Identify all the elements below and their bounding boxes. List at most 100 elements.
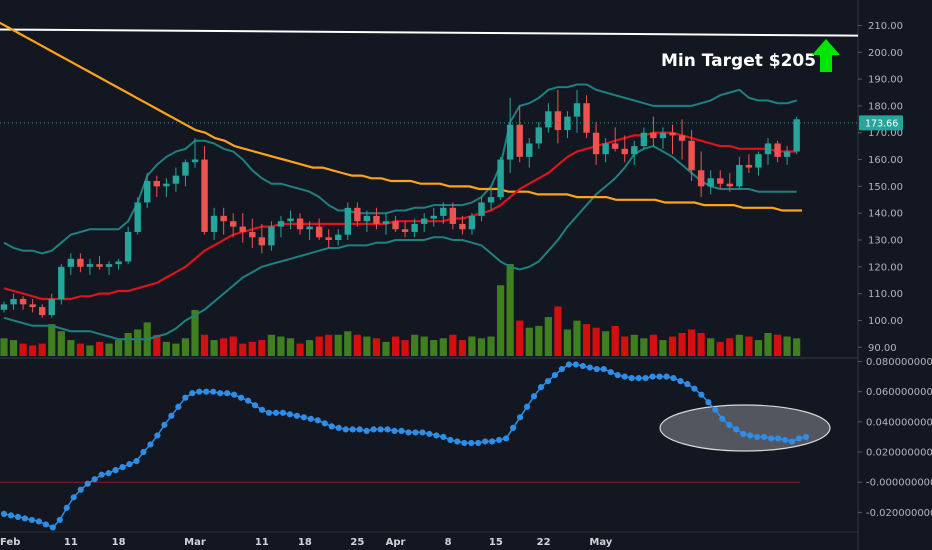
candle-body [373,215,380,224]
time-tick-label: 22 [537,537,551,548]
candle-body [755,154,762,168]
volume-bar [716,341,724,356]
time-tick-label: 11 [255,537,269,548]
indicator-dot [496,436,503,444]
volume-bar [200,334,209,356]
volume-bar [382,341,390,356]
candle-body [19,299,27,305]
indicator-dot [91,476,98,483]
indicator-dot [35,518,42,525]
indicator-dot [461,439,468,447]
indicator-dot [258,406,266,413]
indicator-dot [196,388,203,395]
volume-bar [659,340,667,356]
volume-bar [449,334,457,356]
volume-bar [0,338,8,356]
time-tick-label: Mar [184,537,206,548]
indicator-dot [42,521,49,528]
volume-bar [477,338,486,356]
volume-bar [306,340,314,356]
time-tick-label: 11 [64,537,78,548]
indicator-dots [0,361,810,531]
volume-bars [0,264,801,356]
volume-bar [344,331,352,356]
candle-body [440,207,447,216]
candle-body [115,261,122,265]
moving-average-orange [0,21,802,212]
indicator-dot [244,397,252,404]
indicator-dot [509,424,517,431]
candle-body [430,215,437,219]
candle-body [363,215,371,222]
candle-body [697,170,705,187]
indicator-dot [154,432,161,439]
candle-body [134,202,141,232]
volume-bar [707,338,715,356]
volume-bar [678,333,686,356]
candle-body [717,178,724,184]
resistance-line [0,28,859,37]
volume-bar [86,345,94,356]
indicator-dot [105,470,112,477]
volume-bar [162,341,170,356]
chart-grid [0,0,859,550]
volume-bar [401,340,409,356]
volume-bar [420,336,428,356]
volume-bar [563,329,572,356]
candle-body [468,215,476,230]
candle-body [659,132,667,139]
candle-body [96,264,103,267]
indicator-dot [28,516,35,524]
indicator-dot [314,417,321,424]
candle-body [640,132,648,147]
indicator-dot [377,426,384,433]
indicator-dot [726,421,733,428]
candle-body [736,164,743,187]
candle-body [172,175,180,184]
volume-bar [220,338,228,356]
candle-body [421,218,428,224]
price-tick-label: 150.00 [868,182,903,193]
volume-bar [210,340,218,356]
volume-bar [621,336,629,356]
candle-body [77,258,84,267]
candle-body [678,135,686,141]
target-annotation-text: Min Target $205 [661,51,816,71]
volume-bar [76,343,84,356]
volume-bar [372,338,381,356]
indicator-dot [558,365,566,373]
indicator-dot [405,429,412,436]
indicator-dot [168,412,175,419]
volume-bar [544,317,552,356]
indicator-dot [272,409,280,416]
candle-body [573,103,581,117]
volume-bar [783,336,791,356]
indicator-dot [433,432,440,439]
indicator-dot [712,406,719,413]
volume-bar [506,264,514,356]
indicator-dot [21,515,29,522]
indicator-tick-label: -0.0000000000 [866,478,932,489]
candle-body [535,127,542,144]
candle-body [268,226,275,246]
indicator-dot [84,480,91,487]
candle-body [774,143,781,157]
time-axis: Feb 11 18 Mar 11 18 25 Apr 8 15 22 May [0,537,613,548]
indicator-dot [133,457,140,465]
candle-body [86,264,94,267]
indicator-dot [189,390,196,397]
indicator-dot [475,439,482,447]
volume-bar [181,338,190,356]
indicator-tick-label: 0.0800000000 [866,357,932,368]
indicator-dot [677,378,684,385]
volume-bar [38,343,46,356]
indicator-tick-label: -0.0200000000 [866,508,932,519]
indicator-dot [551,371,559,379]
volume-bar [468,336,476,356]
candle-body [783,151,791,157]
candle-body [526,143,533,157]
indicator-dot [175,403,182,410]
volume-bar [286,338,295,356]
candle-body [478,202,485,216]
